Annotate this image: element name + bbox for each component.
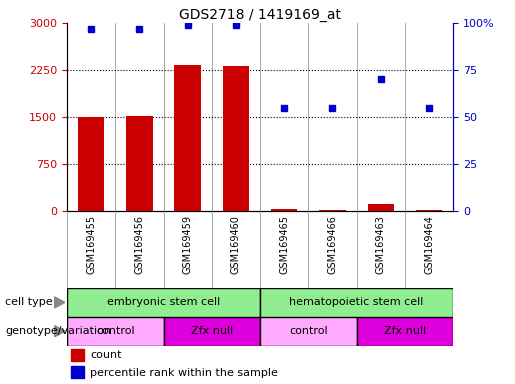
Text: GSM169456: GSM169456 [134,215,144,274]
Bar [78,117,105,211]
Text: GSM169466: GSM169466 [328,215,337,274]
Text: embryonic stem cell: embryonic stem cell [107,297,220,308]
Text: control: control [289,326,328,336]
Bar [222,66,249,211]
Text: percentile rank within the sample: percentile rank within the sample [90,367,278,377]
Text: genotype/variation: genotype/variation [5,326,111,336]
Bar [356,317,453,346]
Text: control: control [96,326,134,336]
Text: cell type: cell type [5,297,53,308]
Bar [368,204,394,211]
Text: Zfx null: Zfx null [191,326,233,336]
Text: GSM169465: GSM169465 [279,215,289,274]
Bar [175,65,201,211]
Bar [163,317,260,346]
Text: GSM169463: GSM169463 [376,215,386,274]
Bar [319,210,346,211]
Text: GSM169460: GSM169460 [231,215,241,274]
Bar [126,116,152,211]
Text: count: count [90,350,122,360]
Bar [260,317,356,346]
Bar [67,288,260,317]
Text: GSM169455: GSM169455 [86,215,96,274]
Polygon shape [55,297,65,308]
Text: GSM169464: GSM169464 [424,215,434,274]
Bar [271,209,298,211]
Text: hematopoietic stem cell: hematopoietic stem cell [289,297,424,308]
Text: Zfx null: Zfx null [384,326,426,336]
Bar [67,317,163,346]
Bar [71,349,84,361]
Title: GDS2718 / 1419169_at: GDS2718 / 1419169_at [179,8,341,22]
Polygon shape [55,326,65,337]
Text: GSM169459: GSM169459 [183,215,193,274]
Bar [71,366,84,379]
Bar [260,288,453,317]
Bar [416,210,442,211]
